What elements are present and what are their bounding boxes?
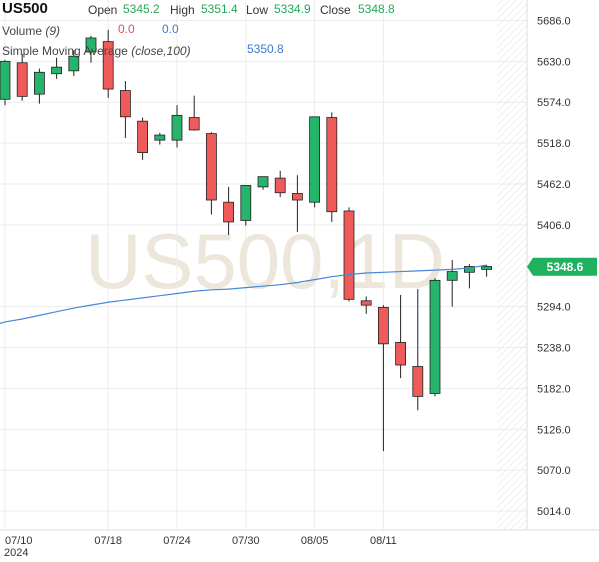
candle-down [395,341,407,366]
candle-down [326,117,338,213]
volume-label: Volume (9) [2,24,60,38]
future-area [497,0,527,530]
future-hatch [497,0,527,530]
close-value: 5348.8 [358,2,395,16]
candle-down [137,120,149,153]
y-tick-label: 5518.0 [537,138,571,150]
price-tag-text: 5348.6 [547,260,584,274]
candle-down [16,62,28,97]
sma-line [0,264,487,324]
low-label: Low [246,3,269,17]
candle-up [481,266,493,270]
candles [0,29,493,452]
x-tick-label: 07/18 [94,535,122,547]
candle-down [223,201,235,223]
candle-up [154,134,166,141]
candle-up [34,71,45,95]
sma-name: Simple Moving Average [2,44,128,58]
candle-up [429,279,441,394]
y-tick-label: 5686.0 [537,15,571,27]
sma-param: (close,100) [131,44,191,58]
y-tick-label: 5182.0 [537,383,571,395]
y-tick-label: 5630.0 [537,56,571,68]
y-axis: 5686.0 5630.0 5574.0 5518.0 5462.0 5406.0 5294… [537,15,571,518]
candle-down [205,133,217,201]
y-tick-label: 5294.0 [537,302,571,314]
close-label: Close [320,3,351,17]
candle-up [446,271,458,281]
volume-name: Volume [2,24,43,38]
candle-up [309,116,321,203]
volume-param: (9) [45,24,61,38]
x-tick-label: 07/30 [232,535,260,547]
y-tick-label: 5406.0 [537,220,571,232]
candle-down [377,306,389,345]
x-tick-label: 07/24 [163,535,191,547]
volume-value-1: 0.0 [118,22,135,36]
high-value: 5351.4 [201,2,238,16]
sma-value: 5350.8 [247,42,284,56]
candle-down [360,300,372,306]
y-tick-label: 5070.0 [537,465,571,477]
high-label: High [170,3,195,17]
candle-down [274,177,286,194]
y-tick-label: 5462.0 [537,179,571,191]
price-tag-bg [527,257,597,276]
candle-down [120,90,131,118]
x-tick-label: 07/10 [5,535,33,547]
candle-up [51,66,62,75]
candle-up [257,176,269,188]
candle-down [188,117,200,131]
watermark: US500,1D [85,217,445,305]
y-tick-label: 5014.0 [537,506,571,518]
x-tick-label: 08/11 [370,535,397,547]
symbol-title: US500 [2,0,48,17]
open-label: Open [88,3,118,17]
volume-value-2: 0.0 [162,22,179,36]
y-tick-label: 5574.0 [537,97,571,109]
candle-up [171,114,183,141]
grid [0,0,599,531]
candle-up [68,55,80,72]
candle-down [412,366,424,397]
candle-down [343,210,355,300]
last-price-tag: 5348.6 [527,257,597,276]
x-axis: 07/10 07/18 07/24 07/30 08/05 08/11 2024 [4,535,397,559]
candle-up [240,185,252,221]
year-label: 2024 [4,547,28,557]
candle-down [102,41,114,90]
y-tick-label: 5126.0 [537,424,571,436]
candle-up [0,60,11,100]
candle-down [291,193,303,201]
y-tick-label: 5238.0 [537,342,571,354]
sma-label: Simple Moving Average (close,100) [2,44,191,58]
low-value: 5334.9 [274,2,311,16]
candle-up [85,37,97,53]
open-value: 5345.2 [123,2,160,16]
candle-up [463,266,475,273]
sma-polyline [0,264,487,324]
x-tick-label: 08/05 [301,535,329,547]
